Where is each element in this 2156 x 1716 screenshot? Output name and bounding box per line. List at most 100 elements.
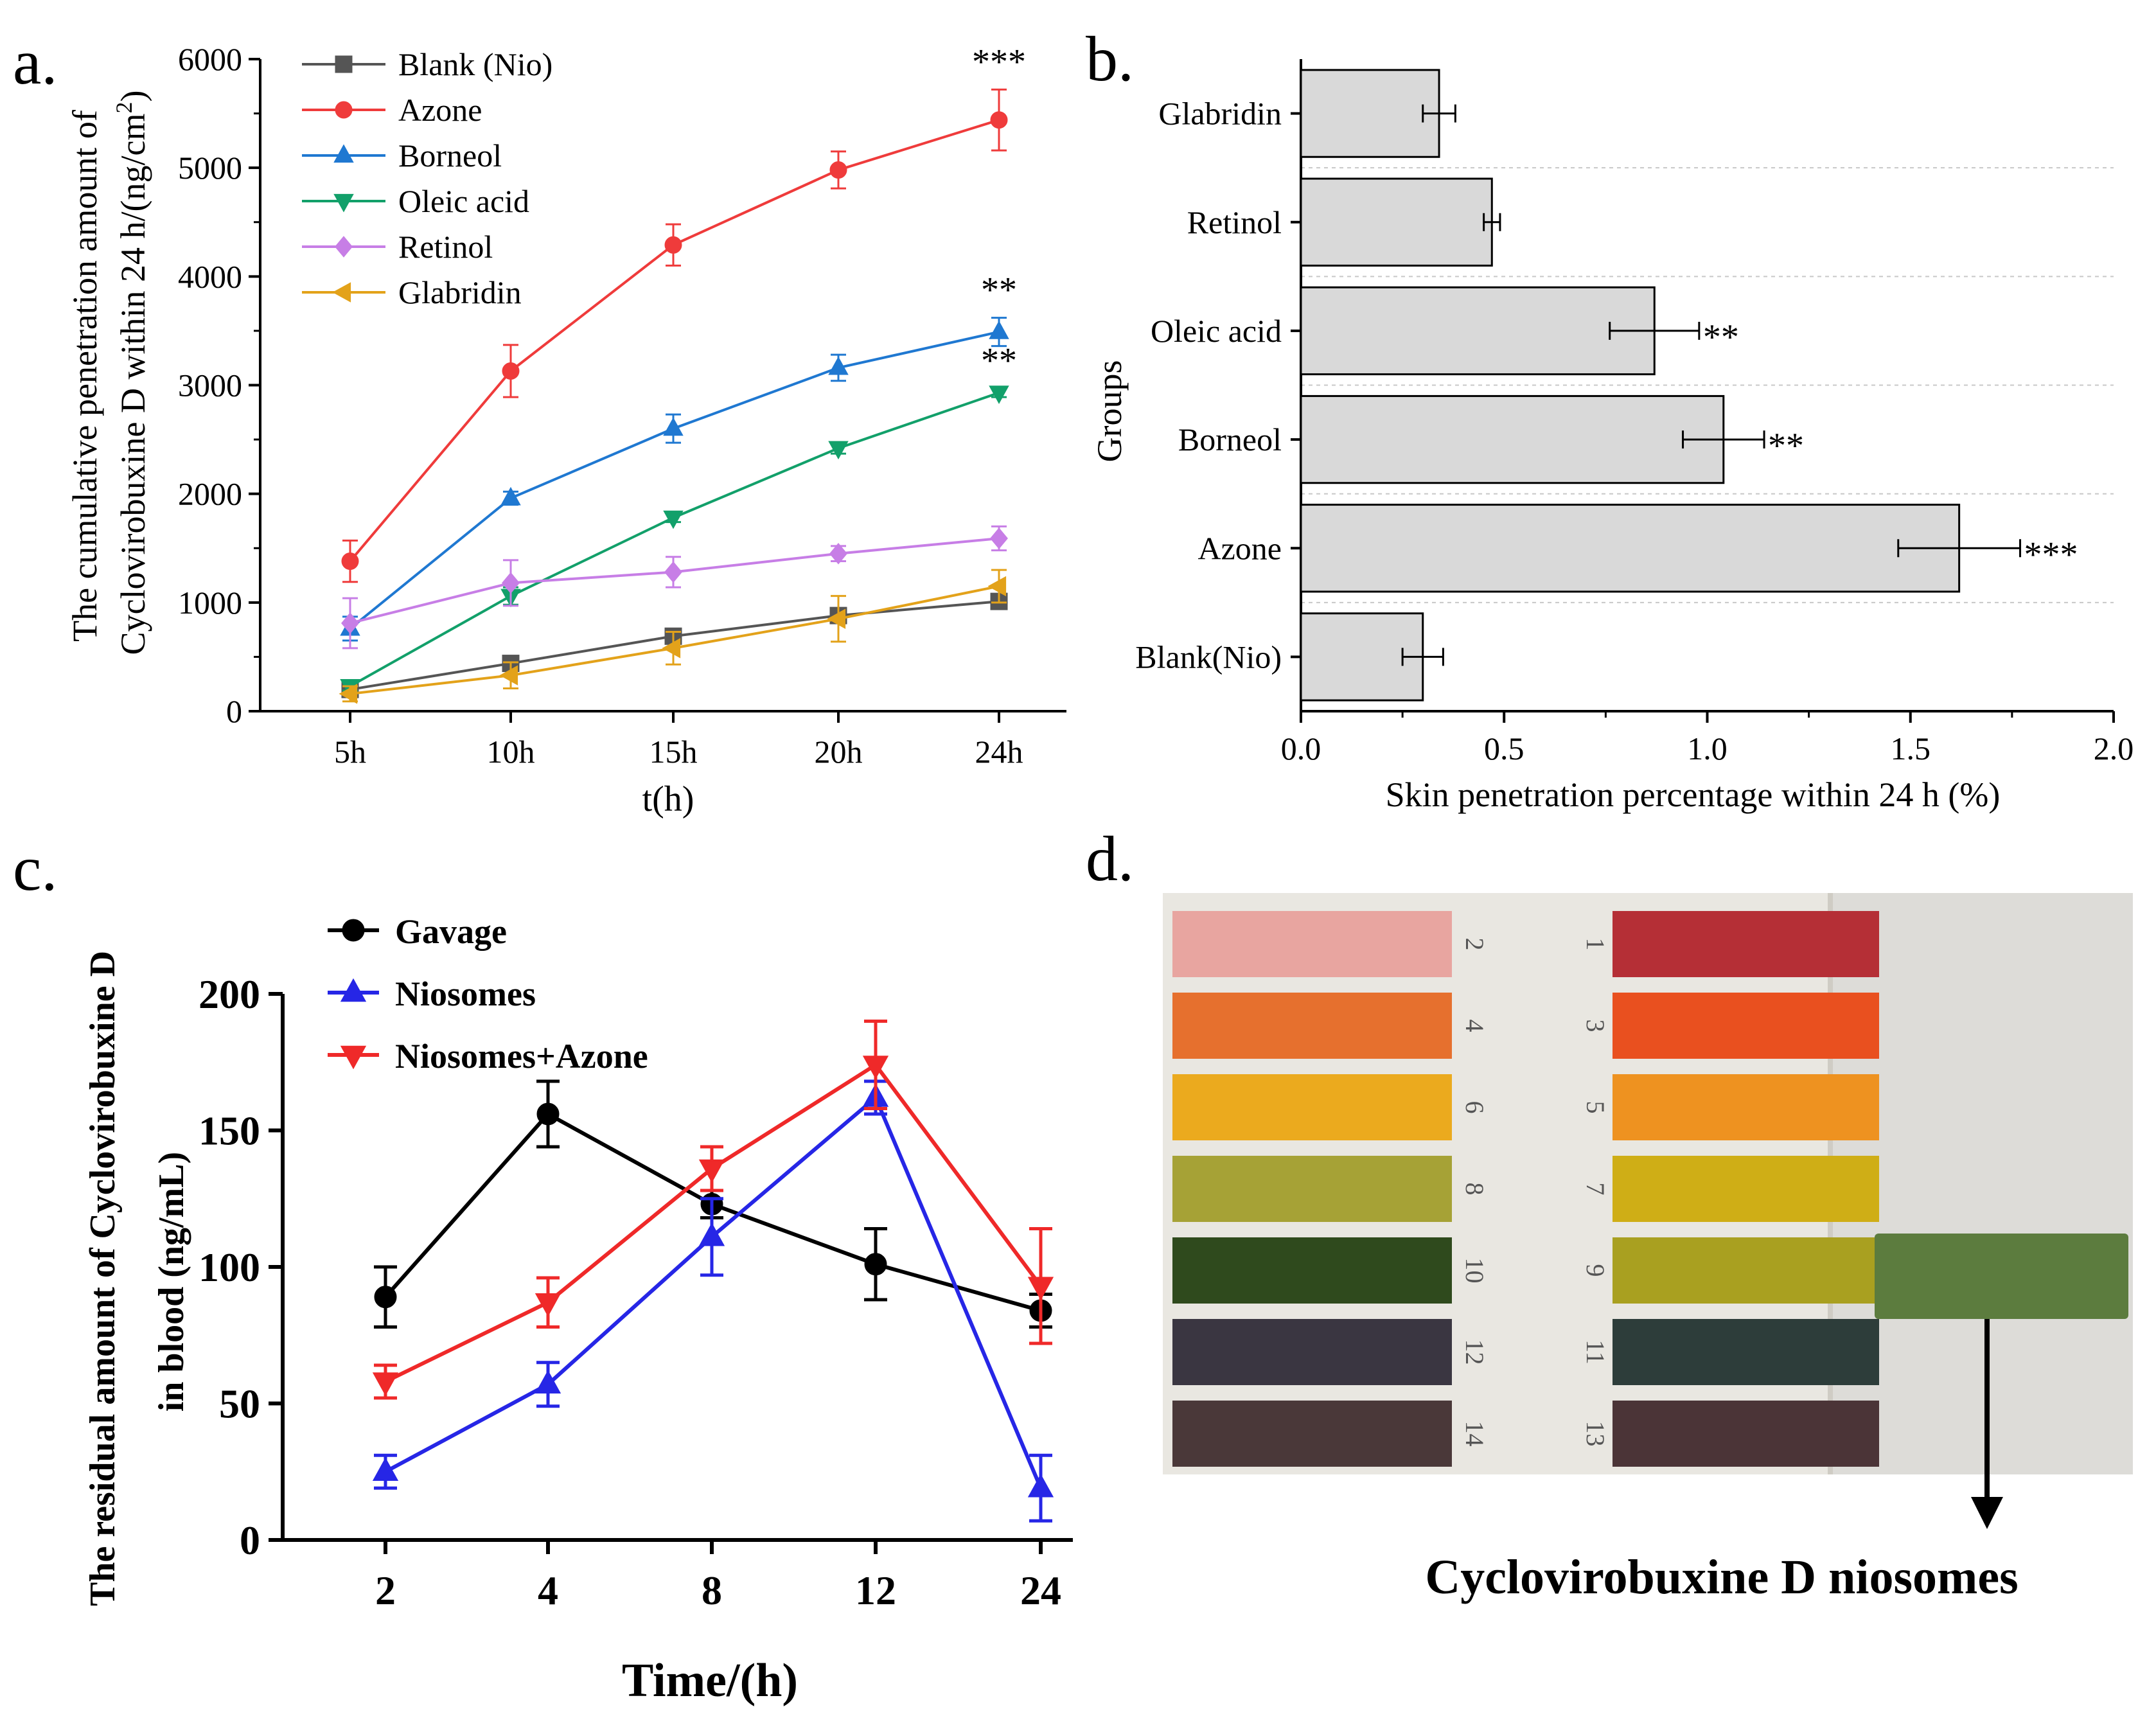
panel-b-significance: *** — [2024, 535, 2078, 574]
ph-strip-6 — [1172, 1074, 1452, 1140]
panel-c-legend-marker — [340, 978, 367, 1002]
panel-a-y-tick-label: 2000 — [178, 476, 242, 512]
ph-strip-label: 3 — [1581, 1020, 1610, 1032]
panel-label-c: c. — [13, 833, 57, 904]
panel-a-point-borneol — [989, 321, 1009, 339]
panel-b-bar-retinol — [1300, 177, 1493, 267]
ph-strip-1 — [1613, 911, 1879, 977]
panel-a-legend-marker — [333, 144, 354, 163]
panel-a-legend-marker — [335, 101, 353, 119]
panel-b-bar-borneol — [1300, 394, 1725, 484]
panel-a-y-label-main: Cyclovirobuxine D within 24 h/(ng/cm — [114, 114, 152, 655]
panel-c-y-label-line1: The residual amount of Cyclovirobuxine D — [83, 951, 123, 1606]
panel-c-y-tick-label: 100 — [199, 1244, 260, 1290]
panel-b-bar-glabridin — [1300, 69, 1440, 158]
panel-c-x-label: Time/(h) — [622, 1654, 798, 1707]
ph-strip-11 — [1613, 1319, 1879, 1385]
panel-a-point-retinol — [664, 561, 682, 583]
panel-a-point-azone — [664, 236, 682, 254]
panel-b-x-tick-label: 1.5 — [1891, 730, 1931, 766]
panel-c-y-tick-label: 0 — [240, 1517, 260, 1563]
panel-a-point-retinol — [829, 542, 847, 565]
panel-a-point-oleic-acid — [989, 385, 1009, 404]
ph-strip-10 — [1172, 1237, 1452, 1304]
panel-a-legend-marker — [335, 55, 353, 73]
panel-d-caption: Cyclovirobuxine D niosomes — [1425, 1550, 2018, 1604]
arrow-down-icon — [1971, 1497, 2003, 1529]
ph-strip-5 — [1613, 1074, 1879, 1140]
ph-strip-label: 11 — [1581, 1340, 1610, 1365]
niosome-sample-strip — [1875, 1234, 2128, 1319]
panel-a-legend-marker — [335, 236, 353, 258]
panel-b-category-label: Glabridin — [1158, 96, 1282, 132]
panel-c-point-gavage — [864, 1253, 887, 1276]
panel-a-x-tick-label: 24h — [975, 734, 1023, 770]
panel-a-point-azone — [829, 161, 847, 179]
panel-c-point-gavage — [374, 1286, 397, 1309]
panel-c-chart: The residual amount of Cyclovirobuxine D… — [83, 912, 1073, 1707]
ph-strip-8 — [1172, 1156, 1452, 1222]
sample-paper-background — [1833, 893, 2133, 1474]
panel-a-y-label-line1: The cumulative penetration amount of — [66, 110, 104, 642]
panel-a-y-label-close: ) — [114, 91, 152, 102]
panel-a-significance: ** — [981, 270, 1017, 310]
panel-c-point-niosomes-azone — [535, 1293, 561, 1317]
ph-strip-label: 13 — [1581, 1421, 1610, 1447]
panel-c-x-tick-label: 2 — [375, 1568, 396, 1613]
panel-a-legend-label: Glabridin — [398, 274, 522, 310]
ph-strip-label: 4 — [1460, 1020, 1489, 1032]
panel-b-category-label: Blank(Nio) — [1135, 639, 1282, 675]
ph-strip-2 — [1172, 911, 1452, 977]
panel-a-x-tick-label: 15h — [649, 734, 698, 770]
panel-a-legend-label: Retinol — [398, 229, 493, 265]
panel-b-x-label: Skin penetration percentage within 24 h … — [1386, 775, 2001, 814]
panel-a-point-borneol — [828, 356, 849, 375]
ph-strip-label: 7 — [1581, 1183, 1610, 1196]
panel-c-y-tick-label: 150 — [199, 1108, 260, 1154]
panel-label-b: b. — [1086, 23, 1134, 94]
panel-a-legend-marker — [333, 193, 354, 213]
ph-strip-label: 9 — [1581, 1264, 1610, 1277]
panel-a-point-retinol — [990, 527, 1008, 549]
panel-a-point-azone — [502, 362, 520, 380]
panel-a-point-glabridin — [339, 684, 358, 704]
panel-c-point-niosomes-azone — [698, 1159, 725, 1183]
ph-strip-label: 2 — [1460, 938, 1489, 951]
panel-a-chart: The cumulative penetration amount of Cyc… — [66, 41, 1066, 819]
ph-strip-13 — [1613, 1401, 1879, 1467]
ph-strip-label: 14 — [1460, 1421, 1489, 1447]
panel-c-y-tick-label: 200 — [199, 971, 260, 1017]
panel-a-y-tick-label: 6000 — [178, 41, 242, 77]
panel-label-d: d. — [1086, 823, 1134, 894]
panel-c-legend-marker — [342, 919, 365, 942]
panel-a-point-retinol — [341, 612, 359, 634]
ph-strip-7 — [1613, 1156, 1879, 1222]
panel-b-category-label: Borneol — [1178, 421, 1282, 457]
panel-a-y-tick-label: 4000 — [178, 258, 242, 294]
panel-b-category-label: Azone — [1198, 530, 1282, 566]
panel-a-point-glabridin — [987, 576, 1007, 597]
panel-a-point-glabridin — [499, 665, 518, 686]
panel-c-legend-label: Niosomes — [395, 975, 536, 1013]
panel-b-chart: Groups Skin penetration percentage withi… — [1090, 59, 2134, 814]
panel-a-legend-label: Azone — [398, 92, 482, 128]
ph-strip-label: 1 — [1581, 938, 1610, 951]
panel-c-legend-label: Niosomes+Azone — [395, 1037, 648, 1075]
panel-a-significance: ** — [981, 341, 1017, 381]
panel-a-x-tick-label: 20h — [815, 734, 863, 770]
ph-strip-label: 8 — [1460, 1183, 1489, 1196]
ph-strip-9 — [1613, 1237, 1879, 1304]
panel-a-x-label: t(h) — [642, 779, 694, 819]
ph-strip-4 — [1172, 993, 1452, 1059]
panel-c-point-niosomes-azone — [862, 1056, 889, 1079]
panel-b-bar-azone — [1300, 504, 1961, 593]
panel-a-point-glabridin — [827, 608, 846, 629]
panel-a-y-label-sup: 2 — [111, 102, 137, 114]
panel-c-y-label-line2: in blood (ng/mL) — [152, 1152, 191, 1412]
panel-a-x-tick-label: 5h — [334, 734, 366, 770]
panel-c-y-tick-label: 50 — [219, 1381, 260, 1427]
panel-a-x-tick-label: 10h — [487, 734, 535, 770]
